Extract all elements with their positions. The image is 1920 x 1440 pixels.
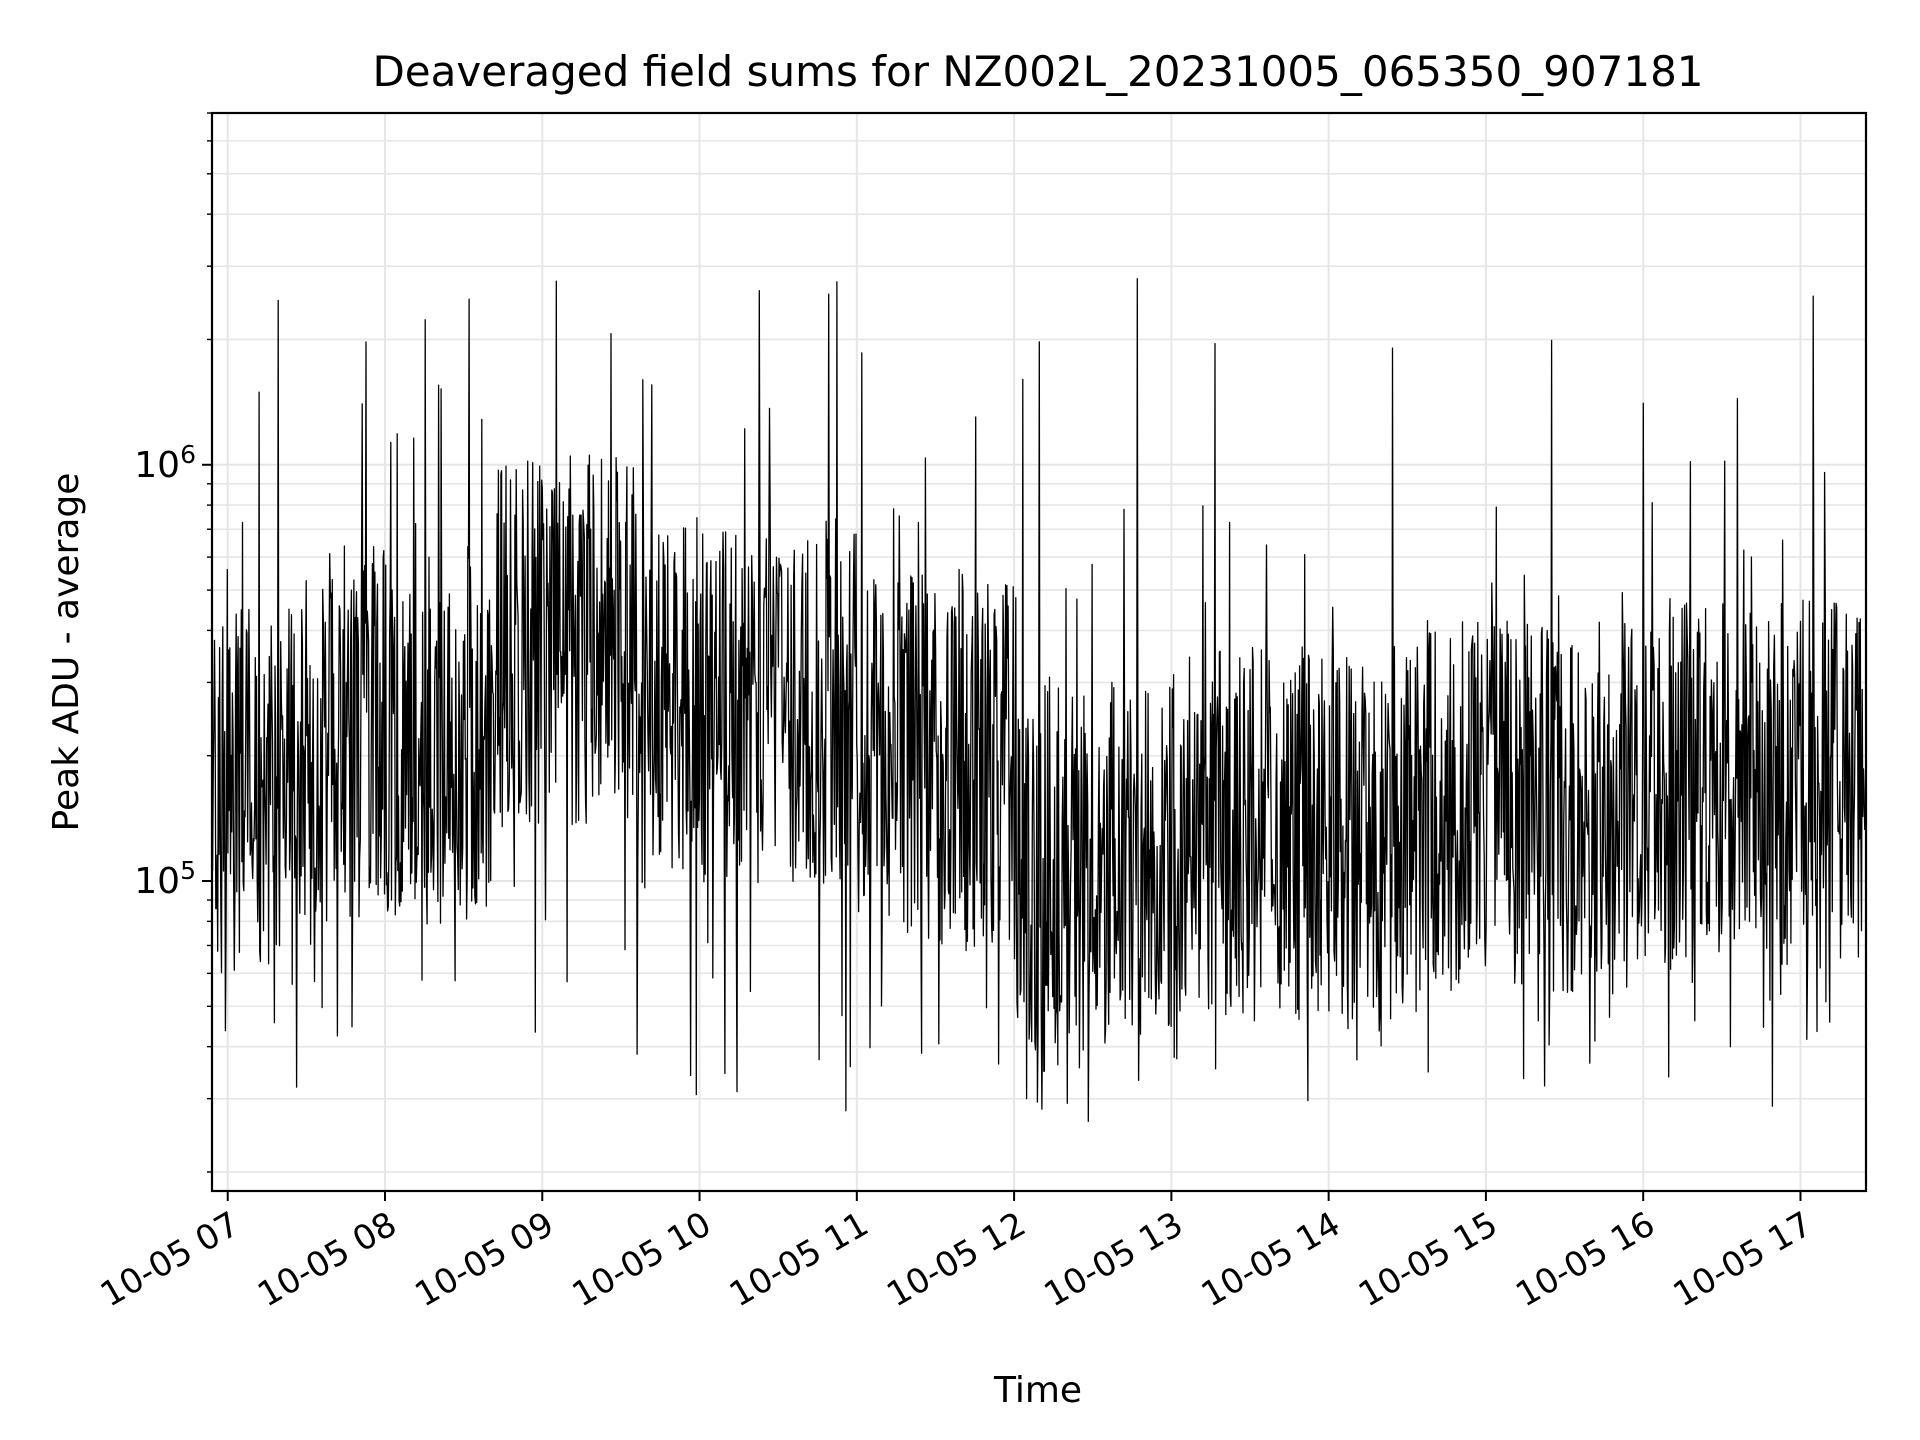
plot-frame bbox=[210, 111, 1868, 1193]
y-tick-label: 106 bbox=[134, 440, 196, 486]
x-axis-label: Time bbox=[993, 1370, 1082, 1411]
y-tick-label: 105 bbox=[134, 856, 196, 902]
chart-title: Deaveraged field sums for NZ002L_2023100… bbox=[372, 47, 1703, 96]
y-axis-label: Peak ADU - average bbox=[46, 473, 87, 832]
data-line bbox=[211, 277, 1867, 1122]
series-line bbox=[211, 277, 1867, 1122]
